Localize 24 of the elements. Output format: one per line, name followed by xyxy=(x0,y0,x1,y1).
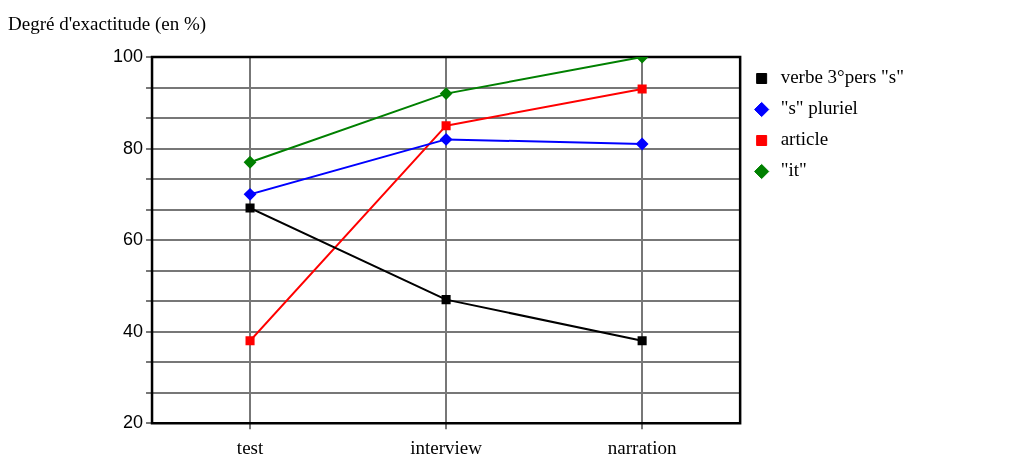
point xyxy=(636,137,649,150)
y-tick-label: 100 xyxy=(112,45,144,66)
y-tick-label: 60 xyxy=(123,229,144,250)
y-tick-label: 20 xyxy=(123,412,144,433)
legend-label: article xyxy=(780,128,829,150)
point xyxy=(245,203,255,213)
point xyxy=(637,84,647,94)
legend-label: verbe 3°pers "s" xyxy=(780,66,905,88)
legend-label: "it" xyxy=(780,159,807,181)
y-axis-title: Degré d'exactitude (en %) xyxy=(8,12,207,35)
point xyxy=(441,295,451,305)
x-tick-label: narration xyxy=(607,436,677,458)
point xyxy=(245,336,255,346)
legend-label: "s" pluriel xyxy=(780,97,858,119)
point xyxy=(441,121,451,131)
point xyxy=(440,87,453,100)
point xyxy=(244,156,257,169)
y-tick-label: 80 xyxy=(123,137,144,158)
point xyxy=(440,133,453,146)
point xyxy=(637,336,647,346)
x-tick-label: test xyxy=(236,436,264,458)
point xyxy=(244,188,257,201)
y-tick-label: 40 xyxy=(123,320,144,341)
x-tick-label: interview xyxy=(410,436,483,458)
